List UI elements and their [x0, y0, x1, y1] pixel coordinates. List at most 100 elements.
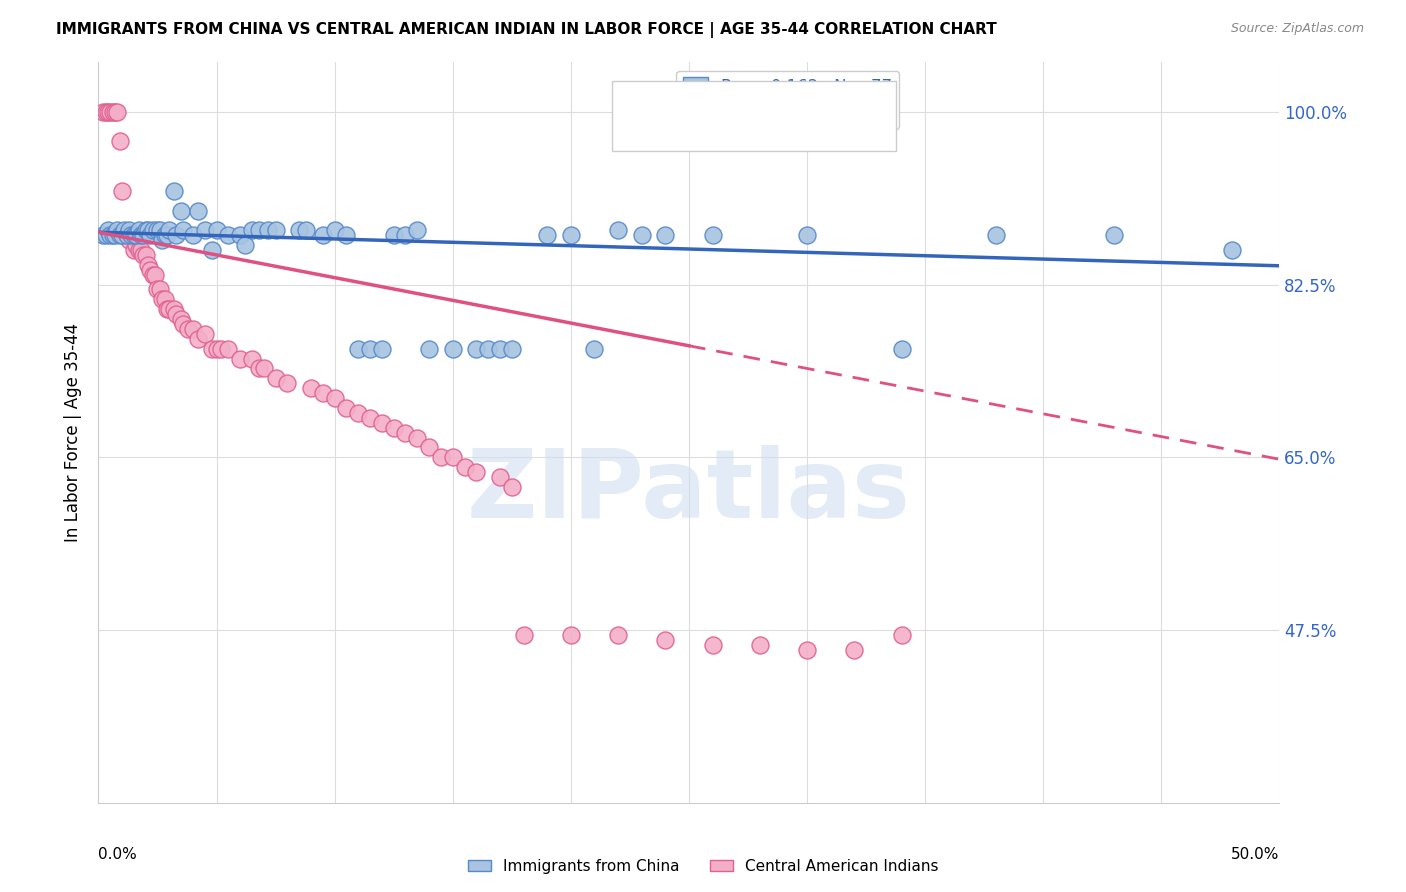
Point — [607, 628, 630, 642]
Point — [359, 410, 381, 425]
Point — [105, 223, 128, 237]
FancyBboxPatch shape — [612, 81, 896, 152]
Point — [240, 223, 263, 237]
Point — [150, 233, 173, 247]
Point — [536, 228, 558, 243]
Point — [194, 326, 217, 341]
Point — [359, 342, 381, 356]
Point — [264, 223, 287, 237]
Point — [181, 322, 204, 336]
Point — [201, 243, 224, 257]
Point — [453, 460, 475, 475]
Point — [139, 228, 162, 243]
Point — [132, 248, 155, 262]
Text: Source: ZipAtlas.com: Source: ZipAtlas.com — [1230, 22, 1364, 36]
Point — [205, 223, 228, 237]
Point — [122, 243, 145, 257]
Point — [128, 243, 150, 257]
Point — [217, 228, 239, 243]
Point — [91, 228, 114, 243]
Y-axis label: In Labor Force | Age 35-44: In Labor Force | Age 35-44 — [65, 323, 83, 542]
Point — [583, 342, 606, 356]
Point — [233, 238, 256, 252]
Point — [323, 391, 346, 405]
Point — [465, 342, 488, 356]
Point — [156, 302, 179, 317]
Point — [418, 342, 440, 356]
Point — [129, 243, 152, 257]
Point — [157, 302, 180, 317]
Legend: R = −0.162   N = 77, R = −0.216   N = 76: R = −0.162 N = 77, R = −0.216 N = 76 — [676, 70, 898, 128]
Point — [153, 228, 176, 243]
Point — [118, 233, 141, 247]
Point — [101, 228, 124, 243]
Point — [170, 312, 193, 326]
Point — [121, 228, 143, 243]
Point — [382, 228, 405, 243]
Point — [276, 376, 298, 391]
Point — [335, 401, 357, 415]
Point — [97, 223, 120, 237]
Point — [150, 293, 173, 307]
Point — [796, 228, 818, 243]
Point — [501, 480, 523, 494]
Text: 0.0%: 0.0% — [98, 847, 138, 863]
Point — [247, 223, 270, 237]
Point — [98, 228, 121, 243]
Point — [890, 342, 912, 356]
Point — [125, 238, 148, 252]
Point — [394, 228, 416, 243]
Point — [702, 228, 724, 243]
Text: ZIPatlas: ZIPatlas — [467, 445, 911, 539]
Point — [890, 628, 912, 642]
Point — [371, 342, 394, 356]
Point — [382, 420, 405, 434]
Point — [702, 638, 724, 652]
Point — [125, 228, 148, 243]
Point — [181, 228, 204, 243]
Point — [172, 223, 194, 237]
Legend: Immigrants from China, Central American Indians: Immigrants from China, Central American … — [461, 853, 945, 880]
Point — [146, 283, 169, 297]
Point — [105, 104, 128, 119]
Point — [335, 228, 357, 243]
Point — [115, 228, 138, 243]
Point — [371, 416, 394, 430]
Point — [122, 228, 145, 243]
Point — [112, 228, 135, 243]
Point — [142, 268, 165, 282]
Point — [157, 223, 180, 237]
Text: IMMIGRANTS FROM CHINA VS CENTRAL AMERICAN INDIAN IN LABOR FORCE | AGE 35-44 CORR: IMMIGRANTS FROM CHINA VS CENTRAL AMERICA… — [56, 22, 997, 38]
Point — [139, 262, 162, 277]
Point — [1220, 243, 1243, 257]
Point — [430, 450, 453, 465]
Point — [607, 223, 630, 237]
Point — [418, 441, 440, 455]
Point — [135, 248, 157, 262]
Point — [135, 223, 157, 237]
Point — [98, 104, 121, 119]
Point — [146, 223, 169, 237]
Point — [149, 283, 172, 297]
Point — [347, 406, 370, 420]
Point — [111, 228, 134, 243]
Point — [136, 223, 159, 237]
Point — [465, 465, 488, 479]
Point — [142, 223, 165, 237]
Point — [104, 104, 127, 119]
Point — [118, 223, 141, 237]
Point — [560, 628, 582, 642]
Point — [654, 228, 676, 243]
Point — [288, 223, 311, 237]
Point — [312, 228, 335, 243]
Point — [512, 628, 534, 642]
Point — [108, 135, 131, 149]
Point — [441, 450, 464, 465]
Point — [441, 342, 464, 356]
Point — [323, 223, 346, 237]
Point — [194, 223, 217, 237]
Point — [406, 431, 429, 445]
Point — [257, 223, 280, 237]
Point — [312, 386, 335, 401]
Point — [153, 293, 176, 307]
